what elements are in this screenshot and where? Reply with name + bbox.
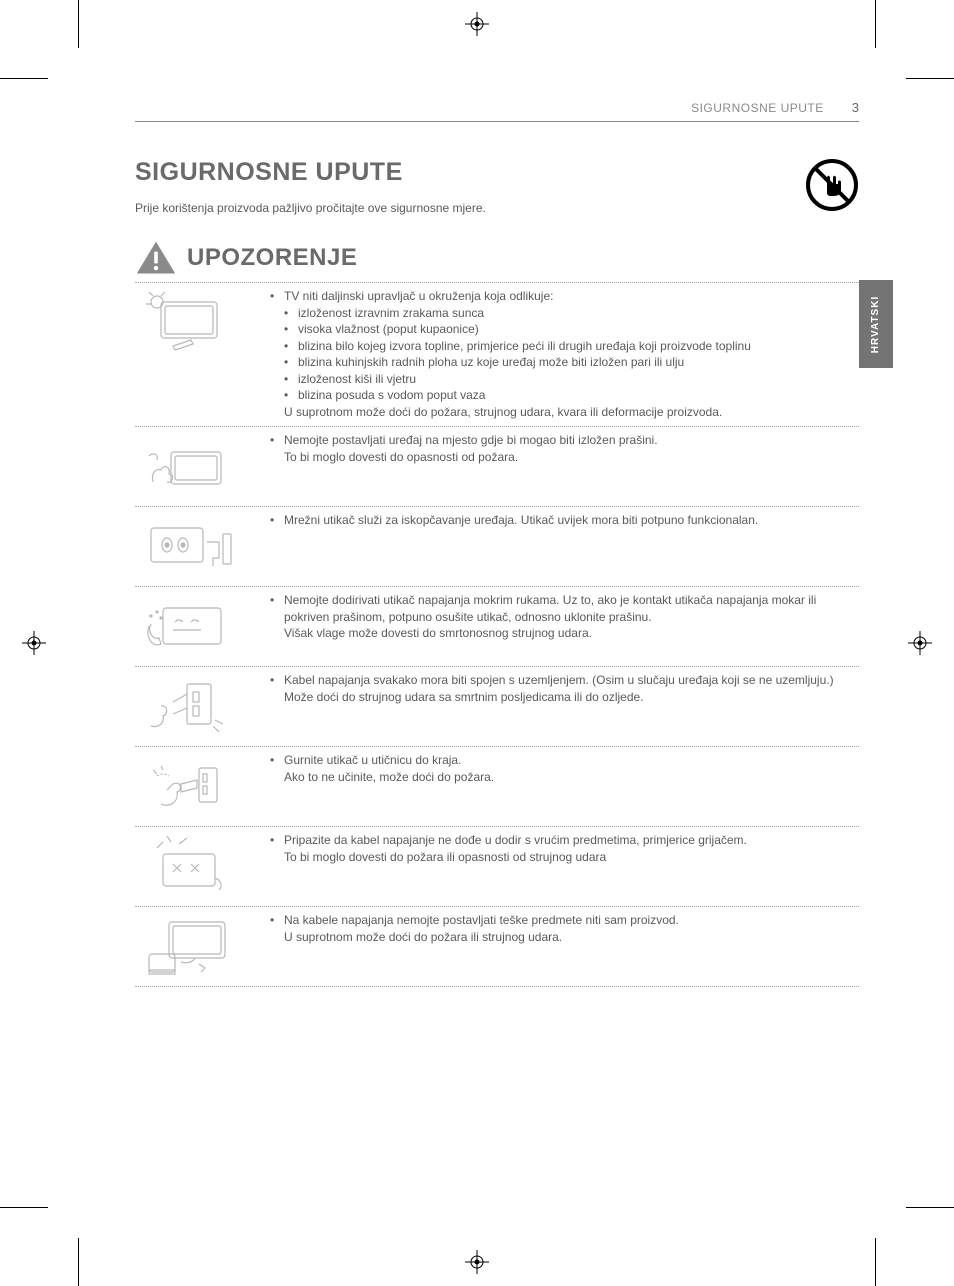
warning-illustration: [135, 832, 240, 900]
crop-mark: [906, 78, 954, 79]
warning-illustration: [135, 912, 240, 980]
warning-lead: Gurnite utikač u utičnicu do kraja.: [284, 753, 461, 767]
warning-heading: UPOZORENJE: [135, 239, 859, 283]
warning-lead: Mrežni utikač služi za iskopčavanje uređ…: [284, 513, 758, 527]
crop-mark: [78, 1238, 79, 1286]
warning-row: Mrežni utikač služi za iskopčavanje uređ…: [135, 507, 859, 587]
crop-mark: [0, 78, 48, 79]
warning-text: Nemojte dodirivati utikač napajanja mokr…: [240, 592, 859, 660]
warning-subitem: izloženost kiši ili vjetru: [284, 371, 855, 388]
warning-heading-text: UPOZORENJE: [187, 244, 357, 272]
registration-mark-icon: [22, 631, 46, 655]
warning-lead: Na kabele napajanja nemojte postavljati …: [284, 913, 679, 927]
warning-after: U suprotnom može doći do požara, strujno…: [284, 404, 855, 421]
warning-text: Nemojte postavljati uređaj na mjesto gdj…: [240, 432, 859, 500]
warning-text: Kabel napajanja svakako mora biti spojen…: [240, 672, 859, 740]
warning-illustration: [135, 288, 240, 420]
page-title: SIGURNOSNE UPUTE: [135, 158, 859, 187]
warning-illustration: [135, 672, 240, 740]
warning-row: Nemojte postavljati uređaj na mjesto gdj…: [135, 427, 859, 507]
warning-lead: Pripazite da kabel napajanje ne dođe u d…: [284, 833, 747, 847]
warning-row: Pripazite da kabel napajanje ne dođe u d…: [135, 827, 859, 907]
running-header: SIGURNOSNE UPUTE 3: [135, 100, 859, 122]
warning-subitem: visoka vlažnost (poput kupaonice): [284, 321, 855, 338]
language-tab: HRVATSKI: [859, 280, 893, 368]
warning-text: Gurnite utikač u utičnicu do kraja. Ako …: [240, 752, 859, 820]
warning-text: Na kabele napajanja nemojte postavljati …: [240, 912, 859, 980]
language-tab-label: HRVATSKI: [871, 295, 882, 352]
warning-lead: Kabel napajanja svakako mora biti spojen…: [284, 673, 834, 687]
warning-row: Kabel napajanja svakako mora biti spojen…: [135, 667, 859, 747]
warning-subitem: blizina kuhinjskih radnih ploha uz koje …: [284, 354, 855, 371]
warning-lead: Nemojte dodirivati utikač napajanja mokr…: [284, 593, 816, 624]
warning-subitem: blizina posuda s vodom poput vaza: [284, 387, 855, 404]
warning-subitem: izloženost izravnim zrakama sunca: [284, 305, 855, 322]
warning-after: To bi moglo dovesti do opasnosti od poža…: [284, 449, 855, 466]
crop-mark: [78, 0, 79, 48]
warning-row: TV niti daljinski upravljač u okruženja …: [135, 283, 859, 427]
warning-after: Višak vlage može dovesti do smrtonosnog …: [284, 625, 855, 642]
registration-mark-icon: [908, 631, 932, 655]
crop-mark: [875, 0, 876, 48]
warning-after: Može doći do strujnog udara sa smrtnim p…: [284, 689, 855, 706]
registration-mark-icon: [465, 12, 489, 36]
warning-illustration: [135, 752, 240, 820]
warning-subitem: blizina bilo kojeg izvora topline, primj…: [284, 338, 855, 355]
warning-row: Gurnite utikač u utičnicu do kraja. Ako …: [135, 747, 859, 827]
warning-text: Pripazite da kabel napajanje ne dođe u d…: [240, 832, 859, 900]
warning-text: Mrežni utikač služi za iskopčavanje uređ…: [240, 512, 859, 580]
warning-row: Na kabele napajanja nemojte postavljati …: [135, 907, 859, 987]
warning-after: U suprotnom može doći do požara ili stru…: [284, 929, 855, 946]
warning-illustration: [135, 512, 240, 580]
page-number: 3: [852, 100, 859, 115]
warning-after: To bi moglo dovesti do požara ili opasno…: [284, 849, 855, 866]
intro-text: Prije korištenja proizvoda pažljivo proč…: [135, 201, 859, 215]
do-not-touch-icon: [805, 158, 859, 212]
page-content: SIGURNOSNE UPUTE 3 HRVATSKI SIGURNOSNE U…: [135, 100, 859, 1186]
warning-illustration: [135, 592, 240, 660]
crop-mark: [875, 1238, 876, 1286]
warning-lead: Nemojte postavljati uređaj na mjesto gdj…: [284, 433, 658, 447]
warning-lead: TV niti daljinski upravljač u okruženja …: [284, 289, 553, 303]
warning-row: Nemojte dodirivati utikač napajanja mokr…: [135, 587, 859, 667]
crop-mark: [906, 1207, 954, 1208]
warning-text: TV niti daljinski upravljač u okruženja …: [240, 288, 859, 420]
crop-mark: [0, 1207, 48, 1208]
warning-triangle-icon: [135, 239, 177, 277]
registration-mark-icon: [465, 1250, 489, 1274]
running-header-title: SIGURNOSNE UPUTE: [691, 101, 824, 115]
warning-illustration: [135, 432, 240, 500]
warning-after: Ako to ne učinite, može doći do požara.: [284, 769, 855, 786]
